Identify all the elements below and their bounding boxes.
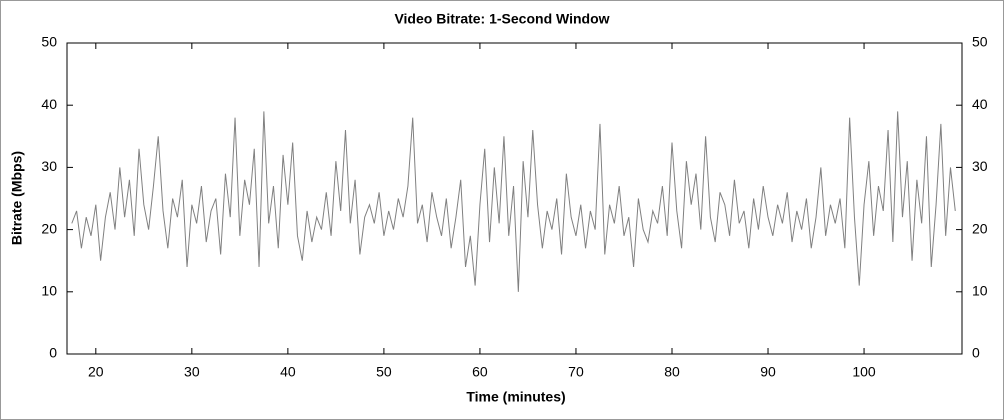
x-tick-label: 60 xyxy=(472,364,488,380)
y2-tick-label: 20 xyxy=(972,220,988,236)
chart-title: Video Bitrate: 1-Second Window xyxy=(394,11,609,27)
y-tick-label: 20 xyxy=(41,220,57,236)
x-tick-label: 100 xyxy=(852,364,876,380)
x-tick-label: 70 xyxy=(568,364,584,380)
y2-tick-label: 50 xyxy=(972,34,988,50)
y2-tick-label: 40 xyxy=(972,96,988,112)
y-tick-label: 10 xyxy=(41,283,57,299)
y2-tick-label: 10 xyxy=(972,283,988,299)
y2-tick-label: 30 xyxy=(972,158,988,174)
x-tick-label: 50 xyxy=(376,364,392,380)
bitrate-line xyxy=(71,111,956,292)
y-tick-label: 40 xyxy=(41,96,57,112)
x-tick-label: 80 xyxy=(664,364,680,380)
y-axis-label: Bitrate (Mbps) xyxy=(9,151,25,245)
x-tick-label: 40 xyxy=(280,364,296,380)
x-tick-label: 90 xyxy=(760,364,776,380)
y-tick-label: 0 xyxy=(49,345,57,361)
plot-area xyxy=(66,42,963,355)
x-axis-label: Time (minutes) xyxy=(466,389,565,405)
y-tick-label: 50 xyxy=(41,34,57,50)
x-tick-label: 20 xyxy=(88,364,104,380)
y2-tick-label: 0 xyxy=(972,345,980,361)
y-tick-label: 30 xyxy=(41,158,57,174)
x-tick-label: 30 xyxy=(184,364,200,380)
